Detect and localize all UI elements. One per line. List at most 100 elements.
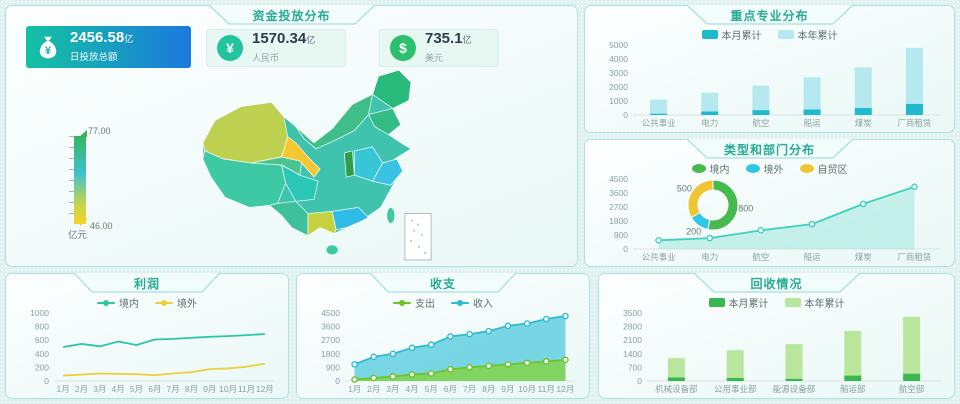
svg-text:1800: 1800: [609, 216, 628, 226]
svg-text:7月: 7月: [167, 384, 180, 394]
type-donut-chart[interactable]: 800 200 500: [677, 172, 755, 238]
map-region-qinghai: [250, 156, 303, 176]
svg-text:3600: 3600: [321, 322, 340, 332]
svg-text:800: 800: [738, 203, 753, 213]
income-expense-area-chart[interactable]: 0 900 1800 2700 3600 4500 1月 2月 3月 4月 5月 6月 7月 8月 9月 10…: [305, 308, 583, 396]
legend-swatch: [799, 164, 814, 173]
panel-header: 回收情况: [692, 273, 862, 293]
legend-item-yearly[interactable]: 本年累计: [784, 295, 845, 310]
panel-type-department: 类型和部门分布 境内 境外 自贸区 0 900 1800 2700 3600 4500 公共…: [584, 139, 955, 267]
svg-text:5月: 5月: [130, 384, 143, 394]
svg-text:1000: 1000: [609, 96, 628, 106]
visualmap-slider[interactable]: 77.00 46.00 亿元: [62, 124, 142, 244]
legend-swatch: [708, 298, 725, 307]
legend-item-overseas[interactable]: 境外: [745, 161, 784, 176]
svg-text:厂商租赁: 厂商租赁: [897, 252, 932, 262]
svg-text:船运: 船运: [804, 118, 822, 128]
panel-header: 类型和部门分布: [685, 139, 855, 159]
legend-item-overseas[interactable]: 境外: [155, 295, 197, 310]
panel-header: 利润: [72, 273, 222, 293]
svg-text:7月: 7月: [463, 384, 476, 394]
svg-text:3000: 3000: [609, 68, 628, 78]
map-region-jiangsu: [372, 158, 404, 186]
panel-profit: 利润 境内 境外 0 200 400 600 800 1000 1月 2月 3月 4月 5月 6月 7月…: [5, 273, 289, 399]
svg-text:4500: 4500: [321, 308, 340, 318]
svg-text:8月: 8月: [185, 384, 198, 394]
svg-text:2月: 2月: [75, 384, 88, 394]
legend-item-free-trade-zone[interactable]: 自贸区: [799, 161, 848, 176]
legend-swatch: [701, 30, 718, 39]
map-region-yunnan: [269, 200, 309, 237]
svg-text:9月: 9月: [203, 384, 216, 394]
legend-item-yearly[interactable]: 本年累计: [777, 27, 838, 42]
svg-text:¥: ¥: [45, 45, 51, 57]
svg-text:10月: 10月: [518, 384, 536, 394]
svg-text:电力: 电力: [701, 118, 718, 128]
svg-text:航空: 航空: [752, 118, 769, 128]
svg-text:900: 900: [326, 362, 340, 372]
panel-header: 重点专业分布: [685, 5, 855, 25]
kpi-label: 日投放总额: [70, 52, 118, 63]
chart-legend: 境内 境外 自贸区: [585, 161, 954, 176]
panel-header: 资金投放分布: [207, 5, 377, 25]
svg-text:3月: 3月: [93, 384, 106, 394]
industry-bar-chart[interactable]: 0 1000 2000 3000 4000 5000 公共事业 电力 航空 船运 煤炭 厂商租赁: [593, 40, 948, 130]
svg-text:煤炭: 煤炭: [855, 252, 873, 262]
svg-text:0: 0: [335, 376, 340, 386]
chart-legend: 支出 收入: [297, 295, 589, 310]
svg-text:6月: 6月: [148, 384, 161, 394]
legend-item-monthly[interactable]: 本月累计: [701, 27, 762, 42]
svg-text:公共事业: 公共事业: [642, 252, 676, 262]
visualmap-min-label: 46.00: [80, 219, 113, 231]
legend-item-domestic[interactable]: 境内: [691, 161, 730, 176]
map-region-sichuan: [281, 164, 319, 202]
legend-item-domestic[interactable]: 境内: [97, 295, 139, 310]
visualmap-unit-label: 亿元: [68, 230, 88, 241]
svg-text:0: 0: [637, 376, 642, 386]
kpi-card-daily-total: ¥ 2456.58亿 日投放总额: [26, 26, 191, 68]
panel-industry-distribution: 重点专业分布 本月累计 本年累计 0 1000 2000 3000 4000 5000 公共…: [584, 5, 955, 133]
svg-text:2100: 2100: [623, 335, 642, 345]
svg-text:400: 400: [35, 349, 49, 359]
page-title: 资金投放分布: [252, 9, 331, 23]
svg-text:0: 0: [623, 244, 628, 254]
svg-text:0: 0: [44, 376, 49, 386]
kpi-value: 735.1亿: [425, 30, 472, 47]
visualmap-gradient-bar[interactable]: [74, 136, 86, 224]
map-region-xinjiang: [202, 101, 289, 164]
chart-legend: 本月累计 本年累计: [585, 27, 954, 42]
svg-text:700: 700: [628, 362, 642, 372]
svg-text:6月: 6月: [444, 384, 457, 394]
svg-text:2700: 2700: [321, 335, 340, 345]
map-region-guangxi: [307, 211, 337, 237]
kpi-label: 人民币: [252, 53, 280, 63]
legend-item-monthly[interactable]: 本月累计: [708, 295, 769, 310]
svg-text:航空部: 航空部: [899, 384, 925, 394]
svg-text:4月: 4月: [405, 384, 418, 394]
svg-text:2700: 2700: [609, 202, 628, 212]
chart-legend: 境内 境外: [6, 295, 288, 310]
svg-text:11月: 11月: [238, 384, 255, 394]
map-region-shanxi: [343, 150, 355, 178]
panel-title: 收支: [429, 277, 456, 291]
china-map[interactable]: [184, 64, 448, 266]
money-bag-icon: ¥: [26, 34, 70, 60]
panel-title: 类型和部门分布: [723, 143, 815, 157]
svg-text:900: 900: [614, 230, 628, 240]
svg-text:4000: 4000: [609, 54, 628, 64]
svg-text:800: 800: [35, 322, 49, 332]
legend-item-income[interactable]: 收入: [451, 295, 493, 310]
svg-text:200: 200: [686, 227, 701, 237]
svg-text:船运: 船运: [804, 252, 822, 262]
svg-text:机械设备部: 机械设备部: [655, 384, 698, 394]
legend-item-expense[interactable]: 支出: [393, 295, 435, 310]
svg-text:公用事业部: 公用事业部: [714, 384, 757, 394]
profit-line-chart[interactable]: 0 200 400 600 800 1000 1月 2月 3月 4月 5月 6月 7月 8月 9月 10月 11…: [14, 308, 282, 396]
svg-text:12月: 12月: [256, 384, 274, 394]
legend-swatch: [155, 299, 173, 306]
department-line-chart[interactable]: 0 900 1800 2700 3600 4500 公共事业 电力 航空 船运 煤炭 厂商租赁: [593, 174, 948, 264]
kpi-value: 1570.34亿: [252, 30, 316, 47]
recovery-bar-chart[interactable]: 0 700 1400 2100 2800 3500 机械设备部 公用事业部 能源设备部 船运部 航空…: [607, 308, 949, 396]
svg-text:9月: 9月: [501, 384, 514, 394]
legend-swatch: [745, 164, 760, 173]
